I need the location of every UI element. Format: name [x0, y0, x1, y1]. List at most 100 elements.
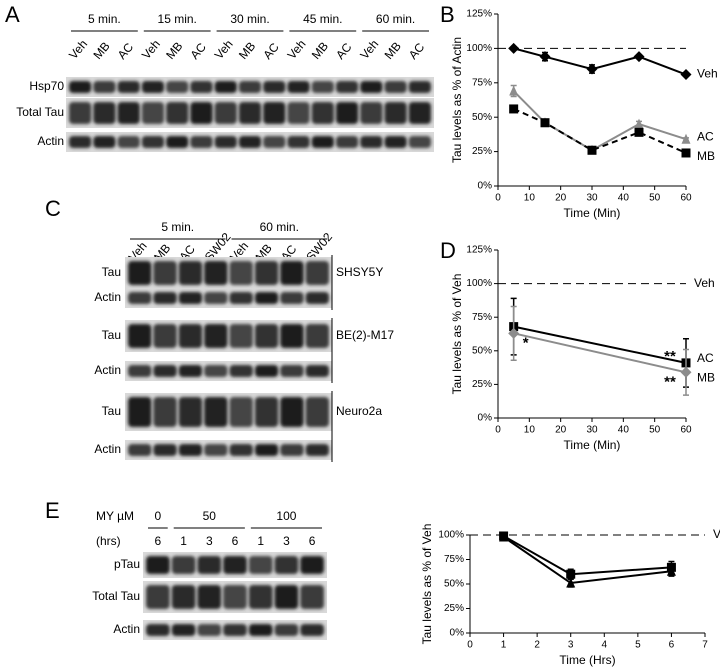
marker	[566, 569, 576, 579]
blot-band	[146, 585, 170, 609]
blot-band	[171, 585, 196, 609]
blot-band	[178, 292, 203, 304]
blot-band	[280, 324, 304, 348]
blot-band	[280, 261, 304, 285]
y-tick-label: 75%	[472, 312, 492, 323]
blot-band	[254, 324, 279, 348]
annotation: **	[664, 348, 676, 365]
section-label: SHSY5Y	[336, 265, 383, 279]
blot-band	[190, 102, 213, 124]
marker	[680, 69, 692, 81]
blot-band	[274, 585, 299, 609]
series-label: AC	[697, 351, 714, 365]
blot-band	[166, 81, 189, 93]
x-tick-label: 7	[702, 640, 708, 651]
y-tick-label: 100%	[466, 278, 492, 289]
blot-band	[128, 324, 152, 348]
y-tick-label: 0%	[478, 181, 493, 192]
lane-label: AC	[115, 40, 137, 62]
blot-band	[384, 136, 407, 148]
reference-label: Veh	[713, 527, 720, 541]
blot-band	[280, 444, 304, 456]
blot-band	[335, 81, 359, 93]
marker	[680, 366, 692, 378]
row-label: Tau	[102, 328, 121, 342]
y-tick-label: 50%	[472, 345, 492, 356]
blot-band	[300, 585, 324, 609]
blot-band	[190, 81, 213, 93]
blot-band	[141, 81, 165, 93]
blot-band	[254, 444, 279, 456]
group-label: 0	[155, 509, 162, 523]
x-tick-label: 50	[649, 193, 661, 204]
blot-band	[171, 556, 196, 574]
blot-band	[274, 556, 299, 574]
panel-letter: A	[5, 2, 20, 27]
marker	[633, 51, 645, 63]
marker	[681, 148, 691, 158]
blot-band	[287, 102, 310, 124]
blot-band	[128, 261, 152, 285]
blot-band	[204, 444, 228, 456]
blot-band	[305, 444, 329, 456]
series-line	[513, 332, 687, 374]
row-label: Tau	[102, 265, 121, 279]
blot-band	[238, 136, 262, 148]
x-tick-label: 60	[680, 425, 692, 436]
lane-label: AC	[260, 40, 282, 62]
blot-strip	[125, 440, 332, 460]
row-label: Actin	[94, 442, 121, 456]
blot-band	[178, 397, 203, 427]
blot-band	[128, 444, 152, 456]
group-label: 100	[276, 509, 296, 523]
row-label: Tau	[102, 404, 121, 418]
panel-letter: C	[45, 196, 61, 221]
blot-band	[254, 365, 279, 377]
lane-label: Veh	[139, 37, 163, 62]
blot-band	[223, 624, 247, 636]
y-tick-label: 75%	[472, 77, 492, 88]
marker	[540, 118, 550, 128]
blot-strip	[125, 288, 332, 308]
blot-band	[197, 556, 222, 574]
blot-band	[93, 102, 116, 124]
reference-label: Veh	[694, 276, 715, 290]
blot-band	[141, 102, 165, 124]
blot-band	[254, 397, 279, 427]
lane-label: MB	[90, 39, 112, 62]
blot-band	[190, 136, 213, 148]
marker	[681, 133, 691, 144]
marker	[509, 104, 519, 114]
blot-band	[248, 624, 273, 636]
blot-band	[229, 292, 253, 304]
blot-band	[178, 261, 203, 285]
blot-band	[408, 102, 431, 124]
y-tick-label: 25%	[472, 146, 492, 157]
lane-label: MB	[382, 39, 404, 62]
lane-label: 1	[180, 534, 187, 548]
group-label: 50	[203, 509, 217, 523]
lane-label: 6	[155, 534, 162, 548]
row-label: Hsp70	[29, 79, 64, 93]
blot-band	[238, 102, 262, 124]
blot-band	[69, 102, 92, 124]
blot-band	[335, 136, 359, 148]
blot-band	[153, 444, 177, 456]
y-tick-label: 50%	[444, 579, 464, 590]
blot-band	[197, 624, 222, 636]
y-tick-label: 75%	[444, 554, 464, 565]
marker	[508, 42, 520, 54]
blot-band	[128, 397, 152, 427]
blot-band	[146, 556, 170, 574]
blot-band	[178, 365, 203, 377]
blot-band	[204, 397, 228, 427]
marker	[539, 51, 551, 63]
marker	[499, 531, 509, 542]
blot-band	[141, 136, 165, 148]
y-tick-label: 0%	[450, 628, 465, 639]
y-tick-label: 25%	[444, 603, 464, 614]
marker	[666, 565, 676, 576]
blot-band	[223, 585, 247, 609]
blot-band	[305, 365, 329, 377]
